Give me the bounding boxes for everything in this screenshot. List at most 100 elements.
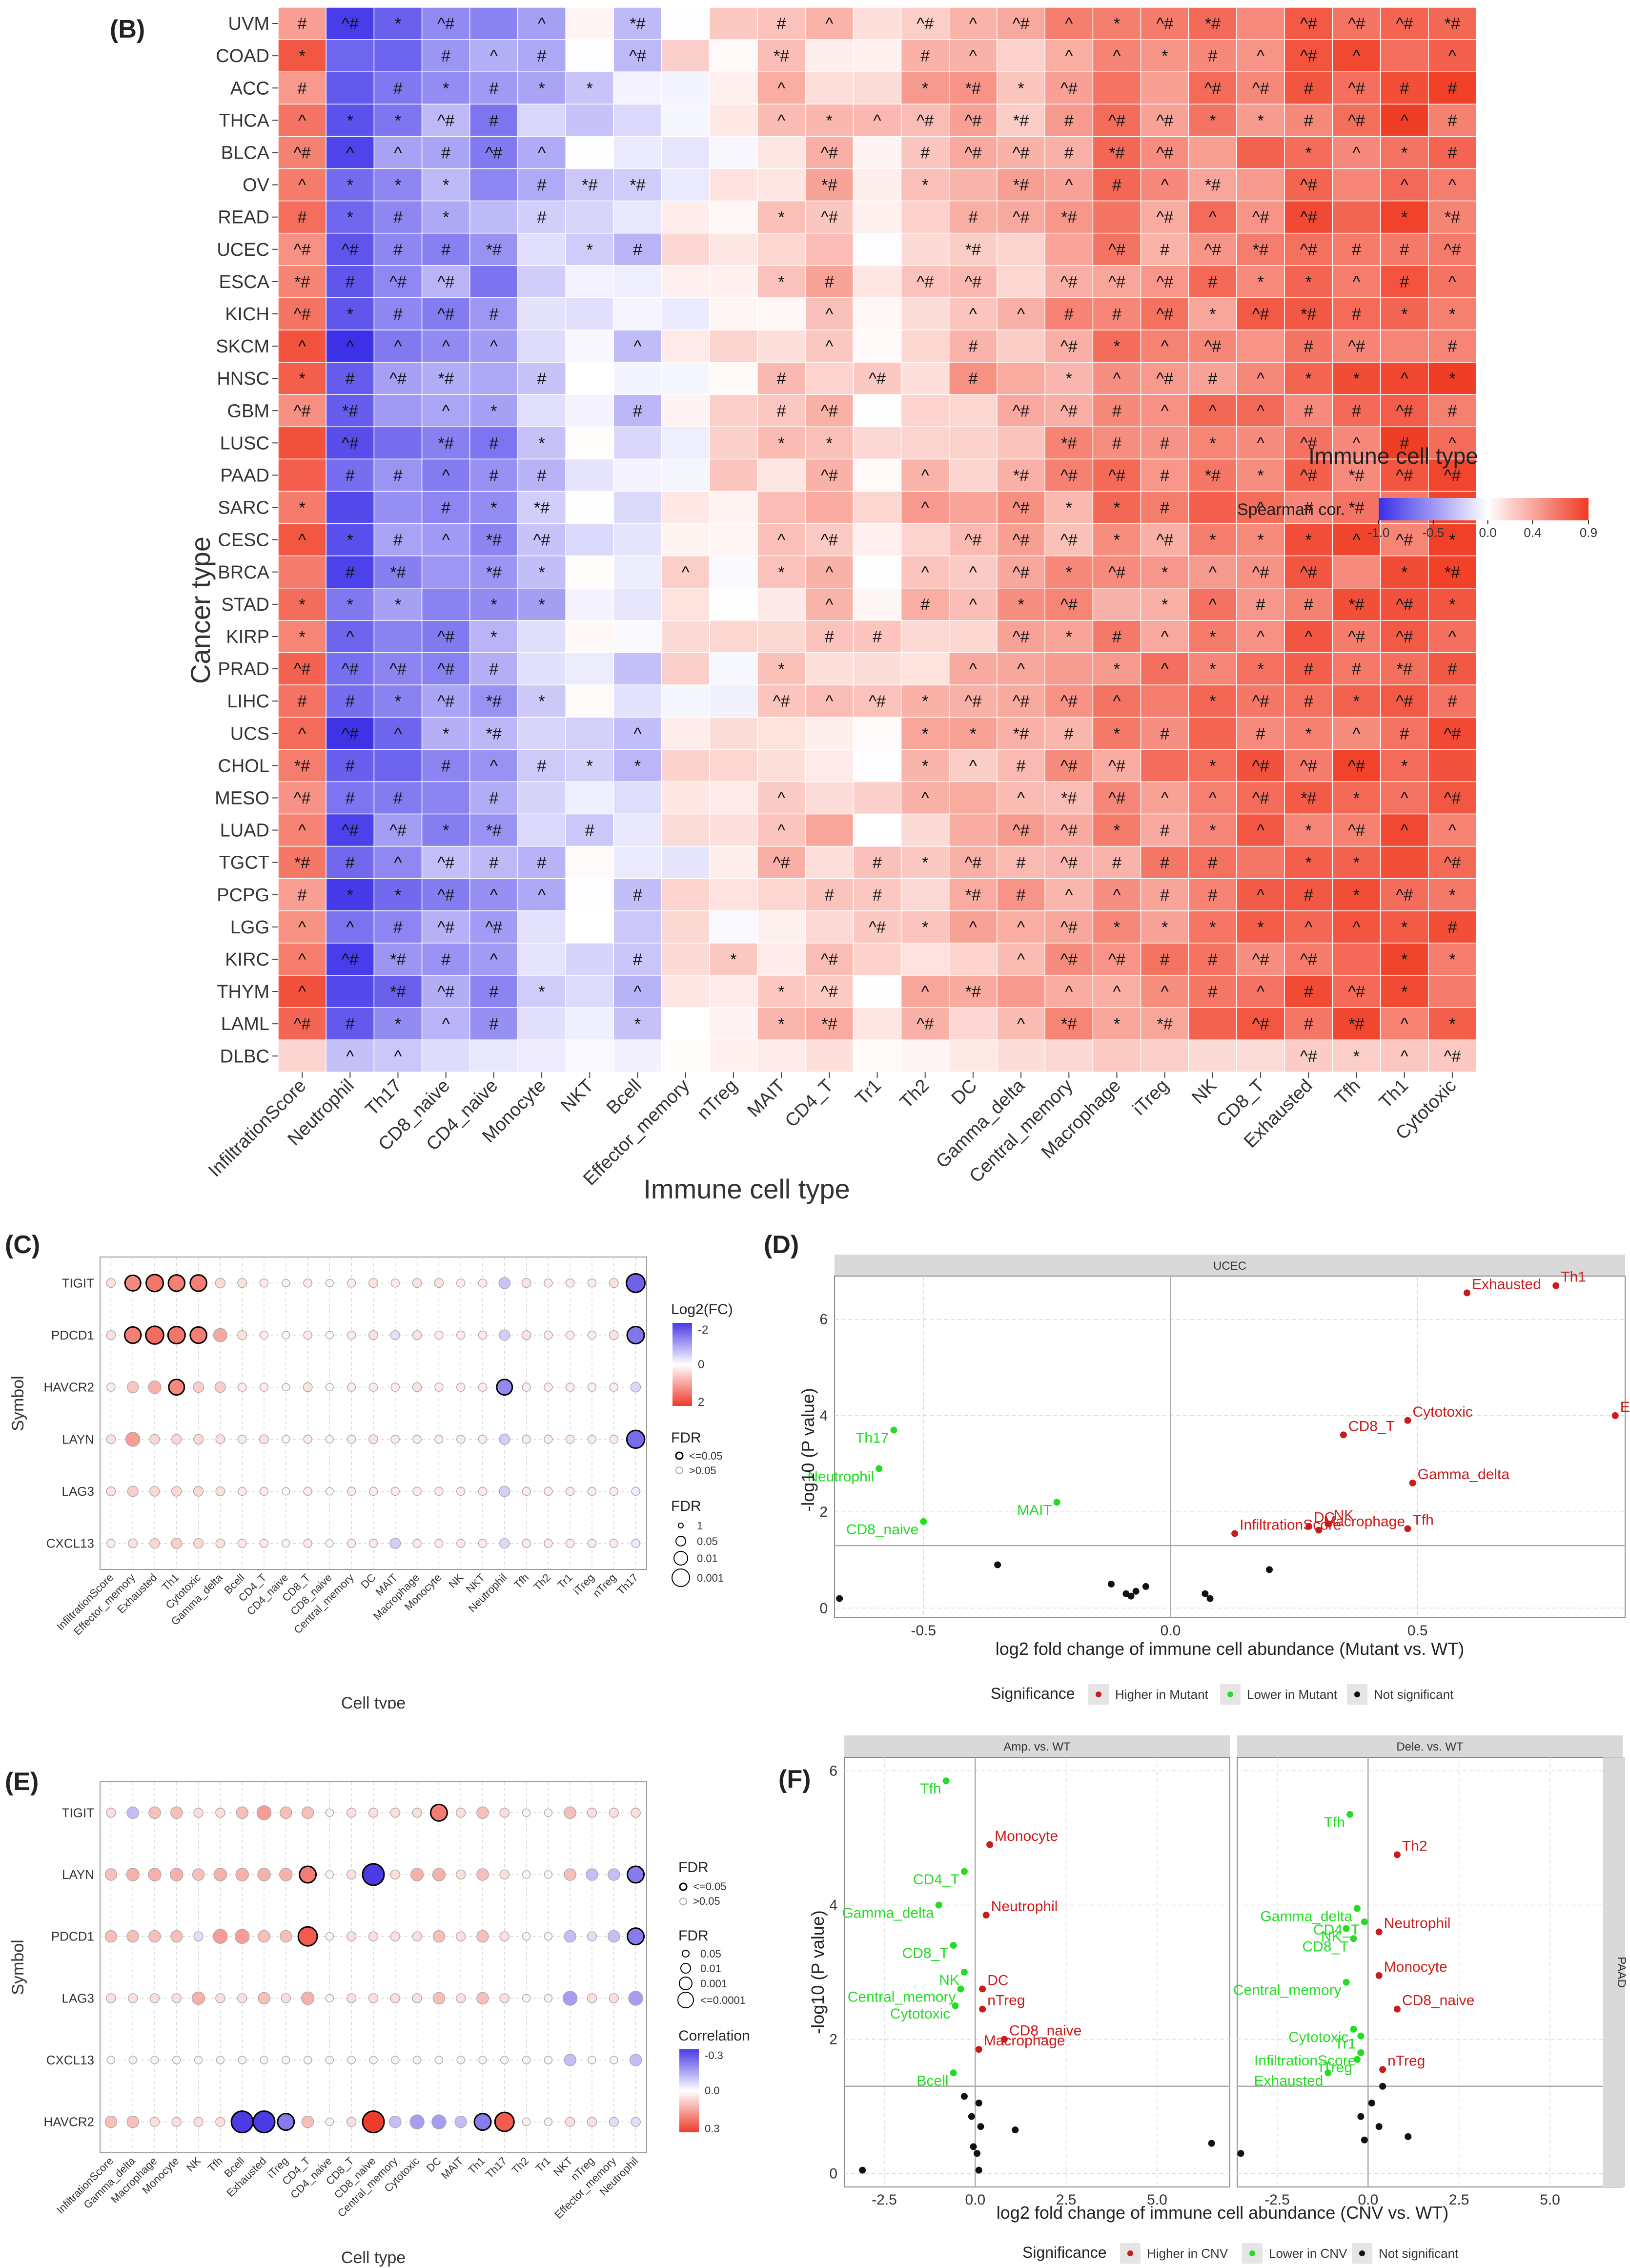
significance-mark: *	[1114, 660, 1120, 679]
dot	[145, 1325, 164, 1345]
volcano-point	[986, 1841, 994, 1848]
volcano-point	[1132, 1588, 1140, 1595]
significance-mark: ^	[1257, 886, 1264, 905]
dot	[390, 1869, 401, 1880]
heatmap-cell	[900, 781, 950, 815]
dot	[325, 1435, 334, 1443]
heatmap-cell	[1380, 813, 1429, 847]
heatmap-cell	[373, 330, 423, 363]
volcano-y-tick: 6	[819, 1312, 828, 1328]
heatmap-cell	[421, 103, 470, 137]
volcano-d-ylabel: -log10 (P value)	[798, 1388, 818, 1511]
heatmap-cell	[373, 620, 423, 653]
dot	[279, 1868, 293, 1881]
heatmap-cell	[1044, 265, 1094, 298]
dot	[587, 1993, 597, 2003]
heatmap-cell	[469, 362, 518, 395]
heatmap-cell	[900, 845, 950, 879]
significance-mark: *	[347, 596, 353, 614]
heatmap-cell	[326, 265, 375, 298]
significance-mark: #	[1064, 724, 1074, 743]
significance-mark: *	[1257, 531, 1263, 550]
panel-label-b: (B)	[110, 15, 145, 43]
heatmap-cell	[326, 39, 375, 72]
heatmap-cell	[1284, 330, 1333, 363]
dot	[123, 1326, 142, 1344]
heatmap-cell	[565, 458, 614, 492]
heatmap-cell	[421, 523, 470, 557]
heatmap-cell	[373, 975, 423, 1008]
heatmap-cell	[1140, 717, 1189, 750]
heatmap-cell	[805, 1039, 854, 1073]
e-fdr-size-label-4: <=0.0001	[700, 1994, 746, 2006]
heatmap-cell	[709, 330, 758, 363]
dot	[565, 1435, 575, 1444]
dot	[106, 1808, 116, 1818]
row-label: UCS	[230, 723, 269, 744]
significance-mark: ^	[1353, 724, 1361, 743]
significance-mark: #	[1447, 79, 1457, 98]
heatmap-cell	[1188, 265, 1237, 298]
significance-mark: ^	[682, 563, 690, 582]
significance-mark: *	[778, 434, 784, 453]
dot	[172, 2056, 181, 2064]
significance-mark: ^	[1401, 1047, 1408, 1066]
significance-mark: ^#	[1060, 854, 1078, 872]
heatmap-cell	[1044, 781, 1094, 815]
heatmap-cell	[661, 910, 710, 944]
heatmap-cell	[1140, 71, 1189, 105]
volcano-point	[1379, 2066, 1386, 2073]
heatmap-cell	[900, 297, 950, 330]
significance-mark: ^	[1257, 370, 1264, 388]
dot	[609, 1435, 619, 1444]
significance-mark: *#	[486, 822, 502, 840]
significance-mark: *	[395, 15, 401, 33]
dot-matrix-frame	[100, 1781, 647, 2153]
heatmap-cell	[949, 749, 998, 783]
dot	[106, 2056, 116, 2064]
volcano-point	[1611, 1412, 1619, 1419]
dot	[412, 1278, 422, 1288]
heatmap-cell	[421, 620, 470, 653]
heatmap-cell	[1044, 652, 1094, 685]
significance-mark: *	[1449, 596, 1455, 614]
dot	[522, 2056, 531, 2064]
row-label: STAD	[221, 595, 269, 615]
heatmap-cell	[421, 71, 470, 105]
significance-mark: #	[1112, 628, 1121, 646]
heatmap-cell	[1188, 620, 1237, 653]
dot	[609, 1330, 619, 1340]
significance-mark: ^	[1401, 822, 1408, 840]
heatmap-cell	[1140, 588, 1189, 621]
significance-mark: ^#	[821, 983, 838, 1001]
heatmap-cell	[900, 103, 950, 137]
dot	[609, 1486, 619, 1496]
dot	[389, 2115, 402, 2128]
dot	[346, 1931, 357, 1941]
volcano-x-tick: 5.0	[1540, 2192, 1560, 2208]
volcano-point-label: Gamma_delta	[1418, 1466, 1510, 1483]
significance-mark: #	[489, 79, 498, 98]
heatmap-cell	[469, 652, 518, 685]
significance-mark: *	[538, 983, 545, 1001]
heatmap-cell	[1188, 491, 1237, 524]
heatmap-cell	[949, 943, 998, 976]
significance-mark: #	[1352, 402, 1361, 420]
dot	[478, 1539, 488, 1548]
heatmap-grid: # ^# * ^# ^ *# # ^ ^# ^ ^# ^ * ^# *# ^# ^# ^# *#* # ^ # ^# *# # ^…	[278, 7, 1477, 1073]
log2fc-tick-mid: 0	[698, 1358, 704, 1371]
significance-mark: ^	[1209, 563, 1217, 582]
dot	[126, 1806, 139, 1819]
significance-mark: *	[1353, 370, 1360, 388]
volcano-frame	[834, 1276, 1626, 1618]
significance-mark: ^#	[1252, 208, 1269, 227]
heatmap-cell	[1236, 620, 1285, 653]
dot	[215, 1486, 225, 1496]
f-legend-label-higher: Higher in CNV	[1147, 2246, 1228, 2261]
volcano-y-tick: 4	[819, 1408, 828, 1424]
heatmap-cell	[421, 265, 470, 298]
heatmap-cell	[949, 39, 998, 72]
heatmap-cell	[1044, 168, 1094, 202]
significance-mark: #	[1112, 305, 1121, 324]
heatmap-cell	[278, 749, 326, 783]
